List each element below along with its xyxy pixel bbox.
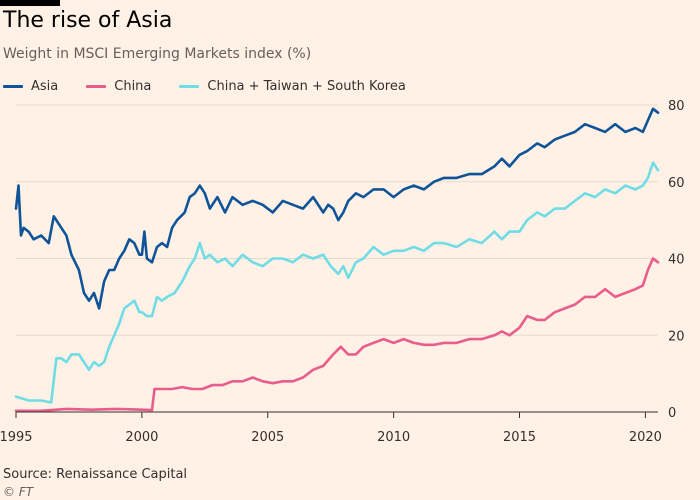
legend-swatch-ctk	[179, 85, 200, 88]
chart-subtitle: Weight in MSCI Emerging Markets index (%…	[3, 46, 312, 62]
legend-swatch-china	[86, 85, 107, 88]
brand-bar	[0, 0, 60, 6]
y-tick-label-40: 40	[668, 253, 685, 268]
x-tick-label-2000: 2000	[125, 430, 158, 445]
series-line-china-taiwan-korea	[14, 161, 660, 404]
legend: Asia China China + Taiwan + South Korea	[3, 79, 434, 94]
grid-layer	[16, 104, 658, 336]
series-line-china	[14, 257, 660, 413]
y-tick-label-20: 20	[668, 329, 685, 344]
legend-label-ctk: China + Taiwan + South Korea	[207, 79, 406, 94]
y-tick-label-60: 60	[668, 176, 685, 191]
legend-item-china: China	[86, 79, 151, 94]
y-tick-label-80: 80	[668, 99, 685, 114]
axis-layer: 0 20 40 60 80 1995 2000 2005 2010 2015 2020	[0, 99, 685, 445]
x-tick-label-1995: 1995	[0, 430, 33, 445]
legend-item-ctk: China + Taiwan + South Korea	[179, 79, 406, 94]
chart-title: The rise of Asia	[3, 8, 173, 33]
legend-item-asia: Asia	[3, 79, 58, 94]
credit-note: © FT	[3, 485, 34, 499]
y-tick-label-0: 0	[668, 406, 676, 421]
x-tick-label-2015: 2015	[503, 430, 536, 445]
series-layer	[14, 107, 660, 413]
legend-label-asia: Asia	[31, 79, 59, 94]
x-tick-label-2005: 2005	[251, 430, 284, 445]
x-tick-label-2010: 2010	[377, 430, 410, 445]
series-line-asia	[14, 107, 660, 310]
source-note: Source: Renaissance Capital	[3, 467, 188, 482]
x-tick-label-2020: 2020	[629, 430, 662, 445]
legend-swatch-asia	[3, 85, 23, 88]
legend-label-china: China	[114, 79, 152, 94]
